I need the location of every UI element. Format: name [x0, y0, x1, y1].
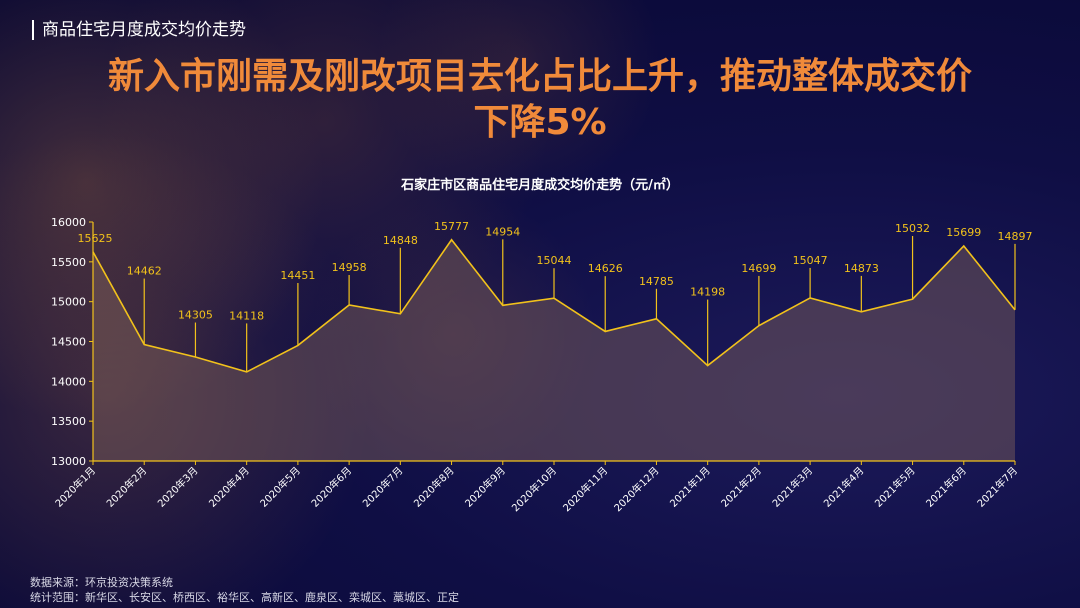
x-tick-label: 2021年7月: [974, 464, 1020, 510]
section-label: 商品住宅月度成交均价走势: [32, 20, 246, 40]
x-tick-label: 2020年8月: [411, 464, 457, 510]
data-label: 14958: [332, 261, 367, 274]
area-fill: [93, 239, 1015, 461]
x-tick-label: 2020年6月: [308, 464, 354, 510]
data-label: 14897: [998, 230, 1033, 243]
x-tick-label: 2020年1月: [52, 464, 98, 510]
x-tick-label: 2020年10月: [509, 464, 559, 514]
data-label: 14305: [178, 309, 213, 322]
chart-title: 石家庄市区商品住宅月度成交均价走势（元/㎡）: [400, 177, 679, 193]
data-label: 15047: [793, 254, 828, 267]
headline-line-2: 下降5%: [473, 102, 607, 143]
data-label: 14462: [127, 265, 162, 278]
x-tick-label: 2021年2月: [718, 464, 764, 510]
x-tick-label: 2020年5月: [257, 464, 303, 510]
x-tick-label: 2020年3月: [155, 464, 201, 510]
data-label: 14785: [639, 275, 674, 288]
y-tick-label: 13000: [51, 455, 86, 468]
data-source-note: 数据来源：环京投资决策系统: [30, 576, 173, 589]
x-tick-label: 2021年4月: [821, 464, 867, 510]
data-label: 14699: [741, 262, 776, 275]
y-tick-label: 15000: [51, 296, 86, 309]
data-label: 14118: [229, 309, 264, 322]
data-label: 15044: [537, 254, 572, 267]
data-label: 14848: [383, 234, 418, 247]
data-label: 14873: [844, 262, 879, 275]
x-tick-label: 2020年12月: [611, 464, 661, 514]
x-tick-label: 2021年1月: [667, 464, 713, 510]
x-tick-label: 2021年3月: [769, 464, 815, 510]
data-label: 15625: [78, 232, 113, 245]
y-tick-label: 13500: [51, 415, 86, 428]
x-tick-label: 2020年11月: [560, 464, 610, 514]
data-label: 14451: [280, 269, 315, 282]
data-label: 14198: [690, 286, 725, 299]
data-label: 15032: [895, 222, 930, 235]
statistics-scope-note: 统计范围：新华区、长安区、桥西区、裕华区、高新区、鹿泉区、栾城区、藁城区、正定: [30, 591, 459, 604]
headline-line-1: 新入市刚需及刚改项目去化占比上升，推动整体成交价: [107, 56, 972, 97]
data-label: 14626: [588, 262, 623, 275]
x-tick-label: 2020年9月: [462, 464, 508, 510]
y-tick-label: 15500: [51, 256, 86, 269]
x-tick-label: 2021年6月: [923, 464, 969, 510]
y-tick-label: 14500: [51, 336, 86, 349]
x-tick-label: 2020年4月: [206, 464, 252, 510]
y-tick-label: 14000: [51, 375, 86, 388]
x-tick-label: 2021年5月: [872, 464, 918, 510]
y-tick-label: 16000: [51, 216, 86, 229]
x-tick-label: 2020年7月: [360, 464, 406, 510]
x-tick-label: 2020年2月: [104, 464, 150, 510]
data-label: 15777: [434, 220, 469, 233]
data-label: 14954: [485, 225, 520, 238]
data-label: 15699: [946, 226, 981, 239]
